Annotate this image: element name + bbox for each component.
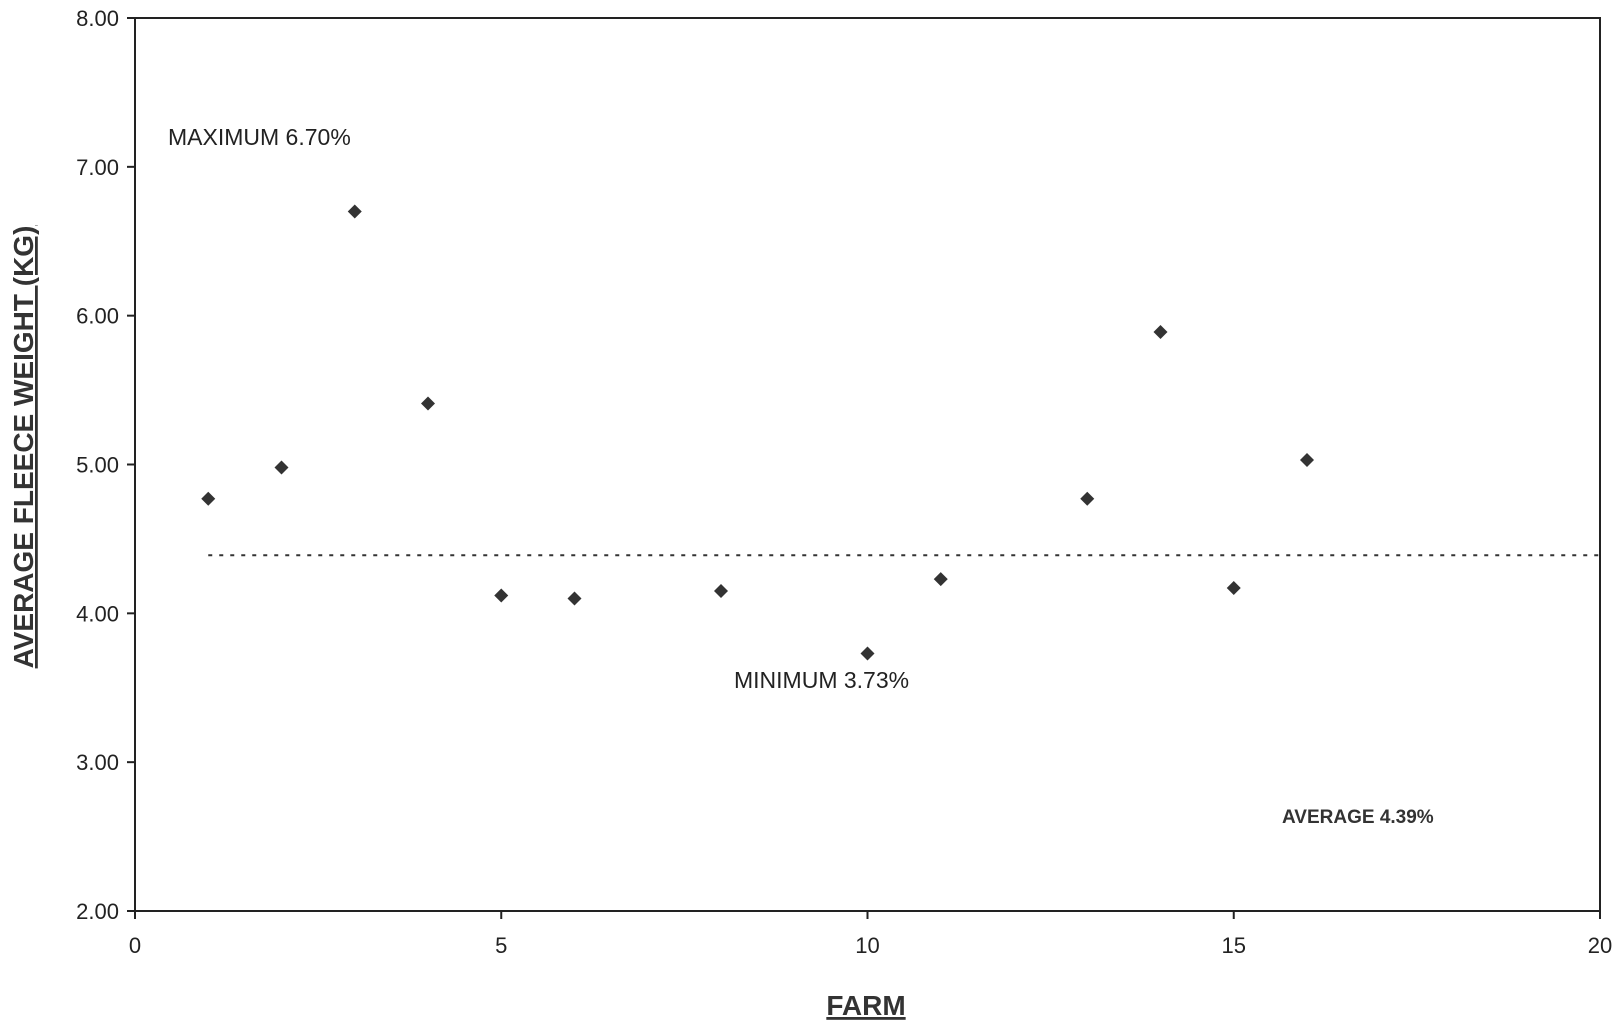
x-tick-label: 10 (855, 933, 879, 958)
data-point-marker (714, 584, 728, 599)
y-tick-label: 3.00 (76, 750, 119, 775)
x-axis-title: FARM (826, 990, 905, 1021)
data-point-marker (347, 204, 362, 219)
data-point-marker (567, 591, 582, 606)
average-annotation: AVERAGE 4.39% (1282, 807, 1434, 828)
data-point-marker (201, 491, 216, 506)
data-point-marker (494, 588, 509, 603)
data-point-marker (1153, 325, 1168, 340)
minimum-annotation: MINIMUM 3.73% (734, 667, 909, 693)
x-tick-label: 0 (129, 933, 141, 958)
maximum-annotation: MAXIMUM 6.70% (168, 124, 351, 150)
y-tick-label: 7.00 (76, 155, 119, 180)
y-tick-label: 4.00 (76, 601, 119, 626)
data-point-marker (1226, 581, 1241, 596)
y-tick-label: 2.00 (76, 899, 119, 924)
y-tick-label: 8.00 (76, 6, 119, 31)
plot-frame (134, 17, 1601, 912)
data-point-marker (860, 646, 875, 661)
x-axis-ticks: 0 5 10 15 20 (129, 911, 1612, 958)
data-point-marker (933, 572, 948, 587)
data-point-marker (421, 396, 435, 411)
y-tick-label: 5.00 (76, 453, 119, 478)
x-tick-label: 15 (1222, 933, 1246, 958)
data-point-marker (274, 460, 289, 475)
y-axis-ticks: 2.00 3.00 4.00 5.00 6.00 7.00 8.00 (76, 6, 135, 924)
x-tick-label: 5 (495, 933, 507, 958)
y-axis-title: AVERAGE FLEECE WEIGHT (KG) (8, 226, 39, 669)
x-tick-label: 20 (1588, 933, 1612, 958)
data-point-marker (1300, 453, 1314, 468)
y-tick-label: 6.00 (76, 304, 119, 329)
data-points (201, 204, 1314, 661)
data-point-marker (1080, 491, 1095, 506)
